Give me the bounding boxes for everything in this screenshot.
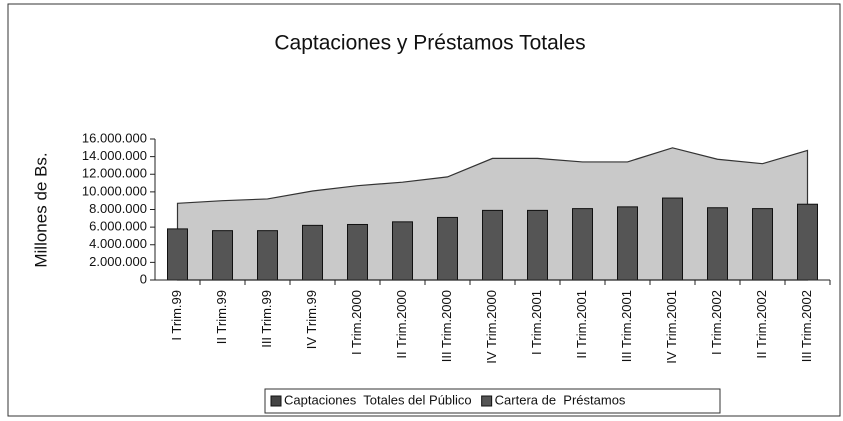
x-tick-label: II Trim.2001 <box>574 290 589 359</box>
bar <box>797 203 818 281</box>
x-tick-label: IV Trim.2000 <box>484 290 499 364</box>
legend-box <box>264 388 721 414</box>
y-tick-label: 0 <box>140 271 147 286</box>
x-tick-label: IV Trim.99 <box>304 290 319 349</box>
y-tick-label: 2.000.000 <box>89 254 147 269</box>
y-tick-label: 14.000.000 <box>82 148 147 163</box>
x-tick-label: IV Trim.2001 <box>664 290 679 364</box>
legend-label: Cartera de Préstamos <box>495 392 626 407</box>
bar <box>527 209 548 281</box>
y-tick-label: 6.000.000 <box>89 219 147 234</box>
x-tick-label: I Trim.2001 <box>529 290 544 355</box>
bar <box>392 221 413 281</box>
chart-title: Captaciones y Préstamos Totales <box>274 32 585 55</box>
bar <box>572 208 593 281</box>
bar <box>482 209 503 281</box>
x-tick-label: I Trim.2002 <box>709 290 724 355</box>
y-tick-label: 10.000.000 <box>82 183 147 198</box>
bar <box>707 207 728 281</box>
y-tick-label: 8.000.000 <box>89 201 147 216</box>
x-tick-label: II Trim.99 <box>214 290 229 344</box>
bar <box>662 197 683 281</box>
x-tick-label: III Trim.2002 <box>799 290 814 362</box>
y-tick-label: 4.000.000 <box>89 236 147 251</box>
bar <box>437 216 458 281</box>
legend-label: Captaciones Totales del Público <box>284 392 472 407</box>
x-tick-label: III Trim.99 <box>259 290 274 348</box>
bar <box>302 224 323 281</box>
x-tick-label: II Trim.2002 <box>754 290 769 359</box>
legend-swatch <box>270 395 282 407</box>
bar <box>347 223 368 281</box>
y-tick-label: 16.000.000 <box>82 130 147 145</box>
y-tick-label: 12.000.000 <box>82 166 147 181</box>
bar <box>752 208 773 281</box>
x-tick-label: II Trim.2000 <box>394 290 409 359</box>
bar <box>212 230 233 281</box>
x-tick-label: I Trim.99 <box>169 290 184 341</box>
x-tick-label: III Trim.2001 <box>619 290 634 362</box>
legend-swatch <box>481 395 493 407</box>
x-tick-label: I Trim.2000 <box>349 290 364 355</box>
x-tick-label: III Trim.2000 <box>439 290 454 362</box>
y-axis-label: Millones de Bs. <box>31 152 50 267</box>
bar <box>167 228 188 281</box>
bar <box>617 206 638 281</box>
bar <box>257 230 278 281</box>
